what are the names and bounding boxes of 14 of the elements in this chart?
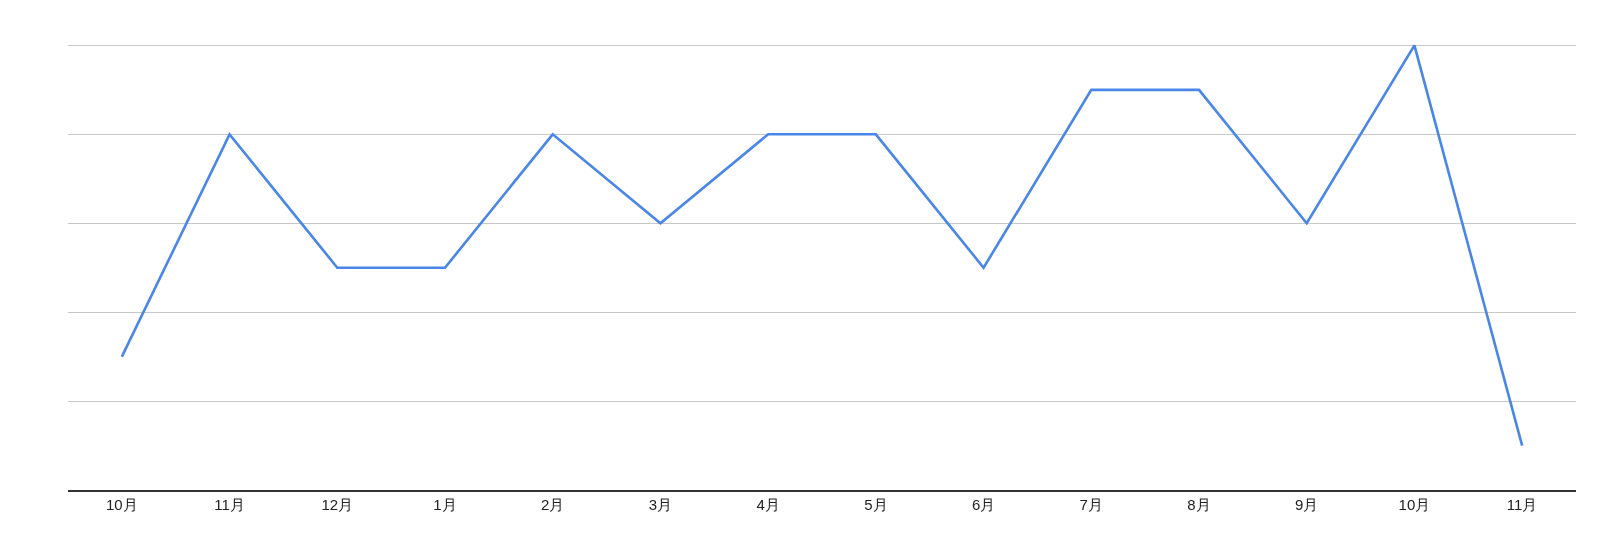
x-tick-label: 10月 — [106, 495, 138, 513]
x-tick-label: 8月 — [1187, 495, 1211, 513]
x-tick-label: 2月 — [541, 495, 565, 513]
x-tick-label: 4月 — [756, 495, 780, 513]
x-tick-label: 11月 — [214, 495, 245, 513]
x-tick-label: 10月 — [1398, 495, 1431, 513]
x-tick-label: 9月 — [1295, 495, 1319, 513]
x-tick-label: 1月 — [433, 495, 457, 513]
x-tick-label: 3月 — [648, 495, 673, 513]
x-tick-label: 6月 — [971, 495, 996, 513]
x-tick-label: 11月 — [1506, 495, 1538, 513]
x-tick-label: 5月 — [864, 495, 888, 513]
x-tick-label: 12月 — [321, 495, 354, 513]
x-tick-label: 7月 — [1079, 495, 1103, 513]
